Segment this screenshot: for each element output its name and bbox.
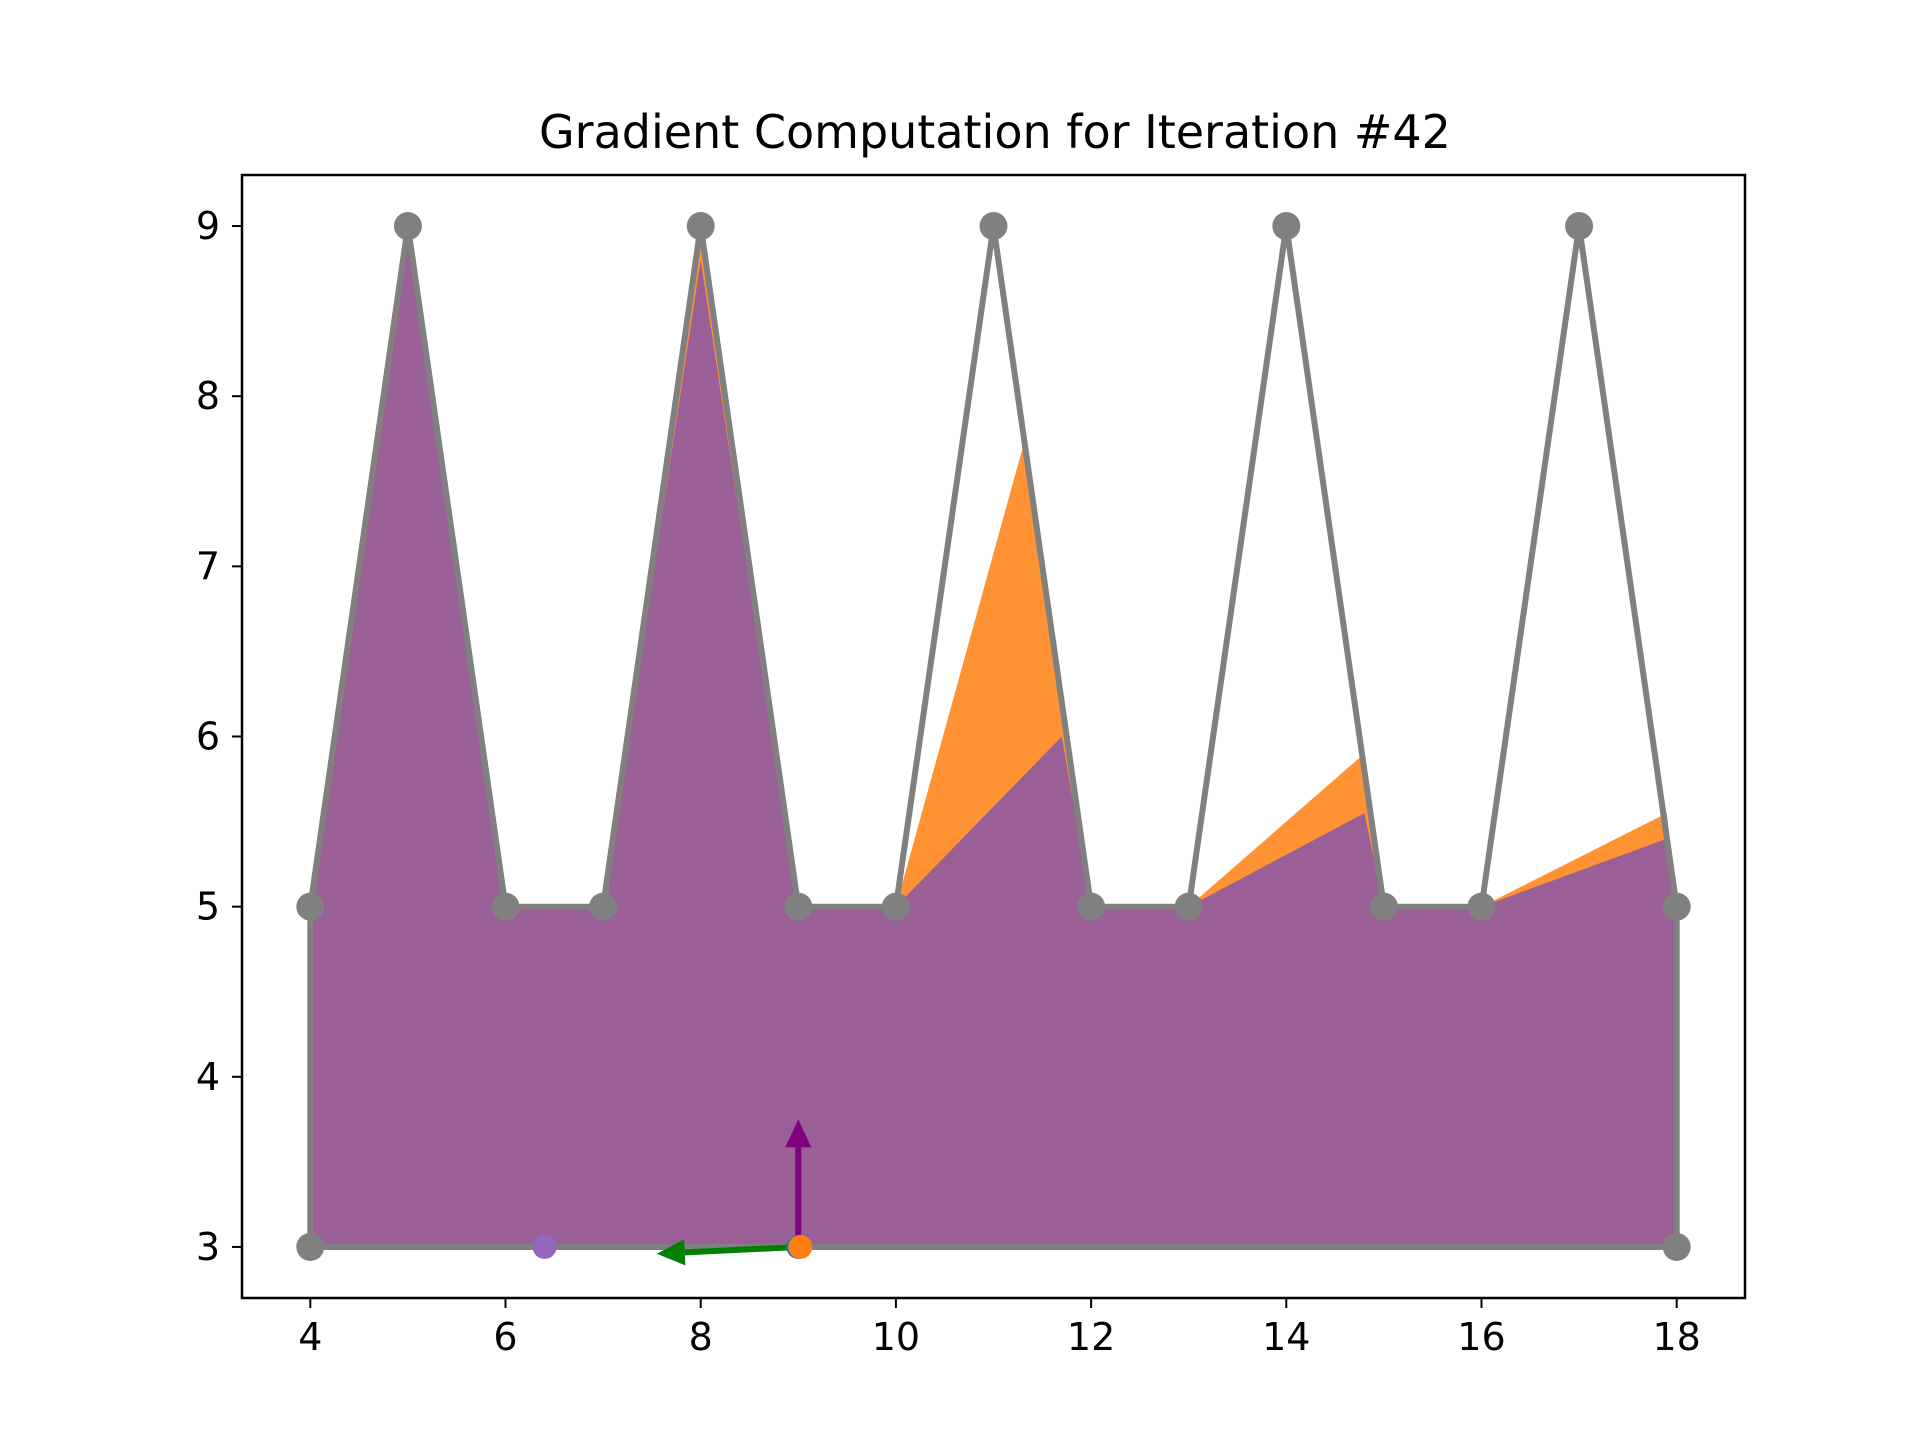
- area-purple: [310, 226, 1677, 1247]
- plot-area: [296, 212, 1691, 1266]
- chart-title: Gradient Computation for Iteration #42: [539, 105, 1451, 159]
- y-tick-label: 9: [196, 204, 220, 248]
- vertex-point: [296, 1232, 325, 1261]
- x-tick-label: 10: [872, 1315, 920, 1359]
- x-tick-label: 16: [1457, 1315, 1505, 1359]
- vertex-point: [1467, 892, 1496, 921]
- vertex-point: [686, 212, 715, 241]
- vertex-point: [881, 892, 910, 921]
- y-tick-label: 7: [196, 544, 220, 588]
- vertex-point: [491, 892, 520, 921]
- x-tick-label: 4: [298, 1315, 322, 1359]
- y-tick-label: 3: [196, 1225, 220, 1269]
- y-tick-label: 5: [196, 885, 220, 929]
- y-tick-label: 8: [196, 374, 220, 418]
- vertex-point: [1272, 212, 1301, 241]
- x-tick-label: 8: [689, 1315, 713, 1359]
- vertex-point: [1077, 892, 1106, 921]
- x-tick-label: 14: [1262, 1315, 1310, 1359]
- marker-purple: [532, 1234, 557, 1259]
- axes: 4 6 8 10 12 14 16 18 3 4 5 6 7 8 9: [196, 173, 1747, 1359]
- x-tick-label: 12: [1067, 1315, 1115, 1359]
- vertex-point: [296, 892, 325, 921]
- y-tick-label: 6: [196, 715, 220, 759]
- x-tick-label: 18: [1653, 1315, 1701, 1359]
- x-tick-label: 6: [493, 1315, 517, 1359]
- vertex-point: [1662, 892, 1691, 921]
- vertex-point: [1565, 212, 1594, 241]
- marker-orange: [788, 1234, 813, 1259]
- arrow-gradient-x-shaft: [684, 1243, 799, 1256]
- vertex-point: [979, 212, 1008, 241]
- vertex-point: [784, 892, 813, 921]
- y-tick-label: 4: [196, 1055, 220, 1099]
- vertex-point: [1662, 1232, 1691, 1261]
- vertex-point: [393, 212, 422, 241]
- vertex-point: [1369, 892, 1398, 921]
- arrow-gradient-y-head: [785, 1119, 812, 1148]
- vertex-point: [589, 892, 618, 921]
- vertex-point: [1174, 892, 1203, 921]
- arrow-gradient-x-head: [656, 1239, 686, 1266]
- outline-line: [307, 225, 1680, 1250]
